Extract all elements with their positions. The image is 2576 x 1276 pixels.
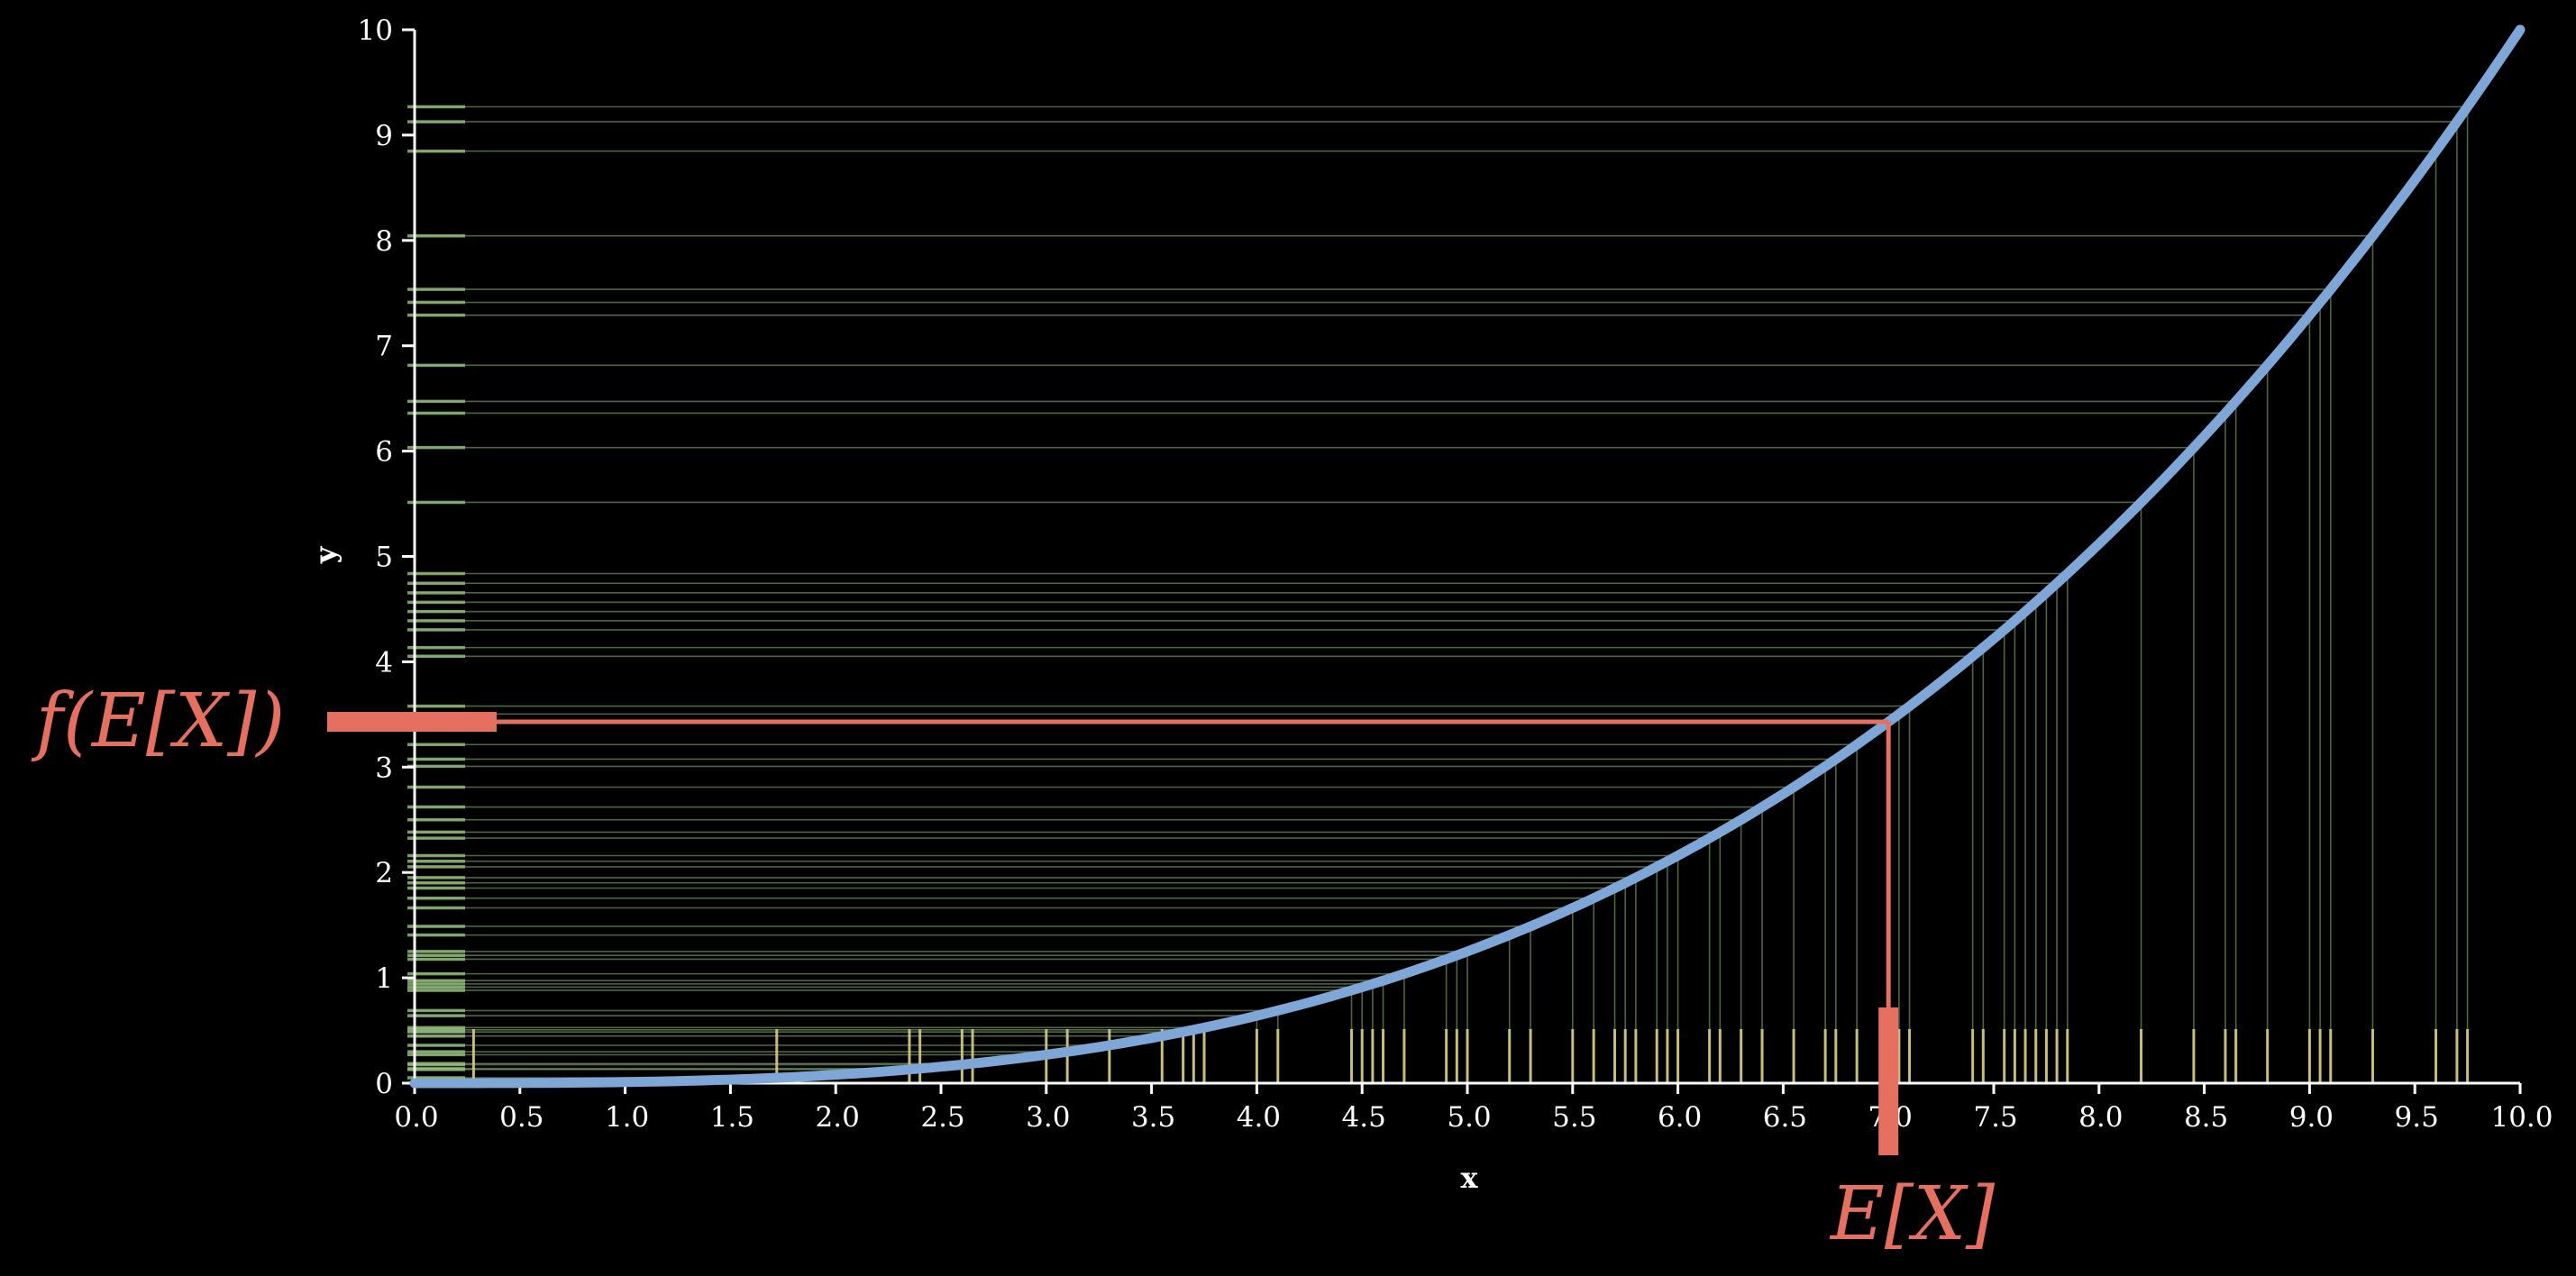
projection-lines [415,105,2469,1084]
highlight-layer [327,712,1899,1155]
x-tick-label: 8.5 [2184,1101,2228,1134]
x-tick-label: 6.0 [1658,1101,1702,1134]
f-expected-marker [327,712,497,733]
y-axis-title: y [308,545,343,564]
y-tick-label: 4 [375,646,393,679]
y-tick-label: 10 [358,14,393,47]
x-tick-label: 0.5 [499,1101,544,1134]
y-tick-label: 1 [375,962,393,995]
x-tick-label: 5.5 [1552,1101,1596,1134]
y-tick-label: 2 [375,857,393,889]
x-tick-label: 4.5 [1342,1101,1386,1134]
x-tick-label: 5.0 [1447,1101,1491,1134]
x-tick-label: 2.0 [816,1101,860,1134]
function-curve [409,24,2526,1089]
y-tick-label: 3 [375,752,393,784]
x-tick-label: 0.0 [394,1101,438,1134]
y-rug [407,105,465,1085]
x-axis-title: x [1460,1161,1478,1195]
x-tick-label: 9.5 [2395,1101,2439,1134]
x-tick-label: 1.0 [605,1101,649,1134]
x-tick-label: 7.5 [1973,1101,2017,1134]
y-tick-label: 6 [375,436,393,469]
curve-layer [409,24,2526,1089]
x-tick-label: 9.0 [2289,1101,2334,1134]
x-tick-label: 3.5 [1131,1101,1175,1134]
x-tick-label: 2.5 [920,1101,964,1134]
y-tick-label: 8 [375,225,393,258]
y-tick-label: 5 [375,542,393,574]
x-tick-label: 1.5 [710,1101,754,1134]
f-of-expected-annotation: f(E[X]) [31,679,286,764]
y-tick-label: 7 [375,331,393,363]
expected-marker [1878,1007,1899,1155]
x-tick-label: 10.0 [2490,1101,2553,1134]
x-tick-label: 4.0 [1237,1101,1281,1134]
x-tick-label: 6.5 [1763,1101,1807,1134]
expected-x-annotation: E[X] [1829,1171,1996,1257]
y-tick-label: 9 [375,120,393,152]
y-tick-label: 0 [375,1068,393,1100]
x-tick-label: 3.0 [1026,1101,1070,1134]
x-tick-label: 8.0 [2078,1101,2123,1134]
